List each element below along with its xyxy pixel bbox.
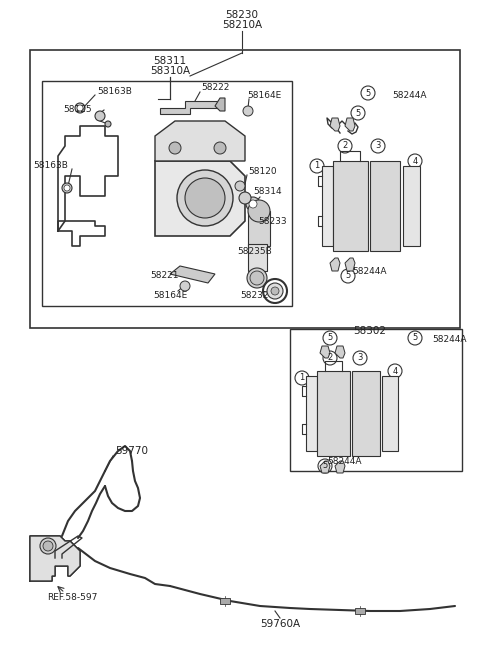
Bar — [320, 376, 346, 451]
Circle shape — [239, 192, 251, 204]
Text: 58314: 58314 — [254, 186, 282, 196]
Circle shape — [267, 283, 283, 299]
Bar — [355, 376, 377, 451]
Text: 4: 4 — [392, 366, 397, 376]
Circle shape — [243, 106, 253, 116]
Polygon shape — [220, 598, 230, 604]
Text: 58125: 58125 — [63, 105, 92, 115]
Polygon shape — [403, 166, 420, 246]
Bar — [42, 81, 292, 306]
Text: 58310A: 58310A — [150, 66, 190, 76]
Text: 3: 3 — [357, 354, 363, 362]
Bar — [290, 329, 462, 471]
Text: 3: 3 — [375, 141, 381, 151]
Polygon shape — [155, 161, 245, 236]
Text: 5: 5 — [346, 272, 350, 280]
Text: 58244A: 58244A — [353, 268, 387, 276]
Circle shape — [250, 271, 264, 285]
Text: 58163B: 58163B — [33, 161, 68, 170]
Bar — [30, 50, 460, 328]
Text: REF.58-597: REF.58-597 — [47, 593, 97, 603]
Text: 5: 5 — [323, 462, 328, 470]
Circle shape — [75, 103, 85, 113]
Circle shape — [105, 121, 111, 127]
Text: 58222: 58222 — [201, 83, 229, 93]
Circle shape — [62, 183, 72, 193]
Text: 58210A: 58210A — [222, 20, 262, 30]
Polygon shape — [330, 118, 340, 131]
Circle shape — [95, 111, 105, 121]
Circle shape — [64, 185, 70, 191]
Polygon shape — [345, 258, 355, 271]
Circle shape — [235, 181, 245, 191]
Text: 58235B: 58235B — [238, 246, 272, 256]
Text: 58164E: 58164E — [153, 292, 187, 300]
Text: 1: 1 — [300, 374, 305, 382]
Circle shape — [247, 268, 267, 288]
Text: 58302: 58302 — [353, 326, 386, 336]
Circle shape — [248, 200, 270, 222]
Text: 58233: 58233 — [259, 216, 288, 226]
Text: 58232: 58232 — [241, 292, 269, 300]
Polygon shape — [170, 266, 215, 283]
Circle shape — [180, 281, 190, 291]
Polygon shape — [215, 98, 225, 111]
Circle shape — [249, 200, 257, 208]
Polygon shape — [355, 608, 365, 614]
Text: 58164E: 58164E — [247, 91, 281, 99]
Polygon shape — [248, 244, 267, 271]
Text: 58230: 58230 — [226, 10, 259, 20]
Polygon shape — [335, 346, 345, 358]
Circle shape — [40, 538, 56, 554]
Polygon shape — [30, 536, 80, 581]
Bar — [373, 166, 397, 246]
Polygon shape — [382, 376, 398, 451]
Text: 2: 2 — [327, 354, 333, 362]
Polygon shape — [320, 346, 330, 358]
Text: 2: 2 — [342, 141, 348, 151]
Polygon shape — [330, 258, 340, 271]
Text: 5: 5 — [327, 334, 333, 342]
Text: 5: 5 — [412, 334, 418, 342]
Text: 58221: 58221 — [151, 272, 179, 280]
Text: 5: 5 — [355, 109, 360, 117]
Polygon shape — [320, 461, 330, 473]
Polygon shape — [322, 166, 333, 246]
Circle shape — [177, 170, 233, 226]
Text: 59760A: 59760A — [260, 619, 300, 629]
Text: 59770: 59770 — [115, 446, 148, 456]
Text: 1: 1 — [314, 161, 320, 170]
Text: 58244A: 58244A — [328, 458, 362, 466]
Text: 58120: 58120 — [248, 166, 276, 176]
Polygon shape — [160, 101, 220, 114]
Text: 4: 4 — [412, 157, 418, 165]
Polygon shape — [306, 376, 317, 451]
Circle shape — [271, 287, 279, 295]
Text: 5: 5 — [365, 89, 371, 97]
Text: 58311: 58311 — [154, 56, 187, 66]
Polygon shape — [333, 161, 368, 251]
Polygon shape — [335, 461, 345, 473]
Circle shape — [214, 142, 226, 154]
Polygon shape — [352, 371, 380, 456]
Circle shape — [43, 541, 53, 551]
Bar — [336, 166, 364, 246]
Text: 58244A: 58244A — [392, 91, 427, 99]
Circle shape — [169, 142, 181, 154]
Polygon shape — [370, 161, 400, 251]
Circle shape — [185, 178, 225, 218]
Circle shape — [77, 105, 83, 111]
Polygon shape — [155, 121, 245, 161]
Polygon shape — [345, 118, 355, 131]
Text: 58163B: 58163B — [97, 87, 132, 95]
Circle shape — [246, 197, 260, 211]
Text: 58244A: 58244A — [432, 336, 467, 344]
Polygon shape — [317, 371, 350, 456]
Polygon shape — [248, 211, 270, 246]
